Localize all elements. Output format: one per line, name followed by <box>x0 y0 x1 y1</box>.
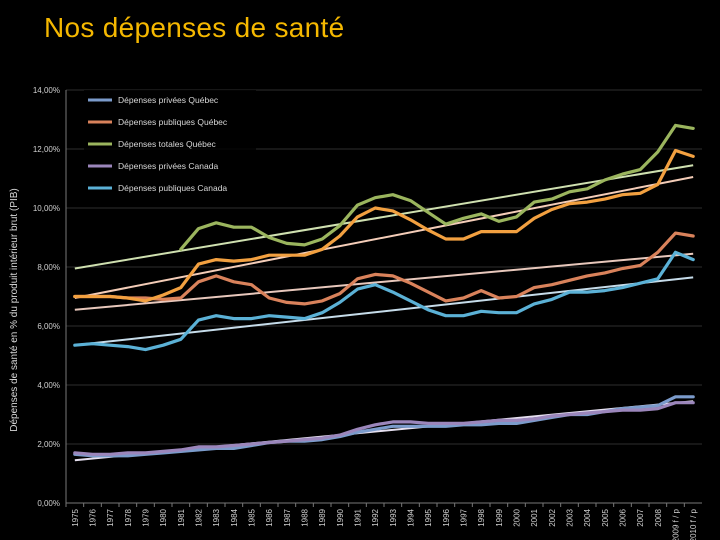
x-tick-label: 2009 f / p <box>672 508 681 540</box>
x-tick-label: 2004 <box>583 508 592 526</box>
x-tick-label: 1979 <box>142 508 151 526</box>
series-line-2 <box>179 123 695 251</box>
x-tick-label: 1982 <box>195 508 204 526</box>
series-line-4 <box>73 250 695 352</box>
y-tick-label: 2,00% <box>37 440 60 449</box>
legend: Dépenses privées Québec Dépenses publique… <box>84 90 256 202</box>
trendline-3 <box>74 276 694 347</box>
x-tick-label: 1981 <box>177 508 186 526</box>
x-tick-label: 1994 <box>407 508 416 526</box>
y-tick-label: 12,00% <box>33 145 60 154</box>
x-tick-label: 1993 <box>389 508 398 526</box>
series-line-1 <box>73 231 695 306</box>
x-tick-label: 1975 <box>71 508 80 526</box>
data-series <box>73 123 695 458</box>
x-tick-label: 1976 <box>89 508 98 526</box>
legend-label: Dépenses publiques Canada <box>118 183 227 193</box>
x-tick-label: 2007 <box>636 508 645 526</box>
x-tick-label: 1995 <box>424 508 433 526</box>
x-tick-label: 2003 <box>566 508 575 526</box>
y-axis-title: Dépenses de santé en % du produit intéri… <box>9 188 20 431</box>
legend-label: Dépenses publiques Québec <box>118 117 228 127</box>
y-tick-label: 0,00% <box>37 499 60 508</box>
x-tick-label: 1998 <box>477 508 486 526</box>
series-line-3 <box>73 401 695 456</box>
x-tick-label: 1980 <box>159 508 168 526</box>
x-tick-label: 2008 <box>654 508 663 526</box>
slide-title: Nos dépenses de santé <box>44 12 345 43</box>
trendline-2 <box>74 252 694 311</box>
y-tick-label: 8,00% <box>37 263 60 272</box>
trendlines <box>74 164 694 462</box>
y-tick-label: 14,00% <box>33 86 60 95</box>
x-tick-label: 1977 <box>106 508 115 526</box>
trendline-1 <box>74 176 694 299</box>
y-tick-label: 4,00% <box>37 381 60 390</box>
x-tick-label: 2002 <box>548 508 557 526</box>
x-tick-label: 1990 <box>336 508 345 526</box>
x-tick-label: 1999 <box>495 508 504 526</box>
series-line-5 <box>73 148 695 303</box>
x-tick-label: 1987 <box>283 508 292 526</box>
x-tick-label: 1984 <box>230 508 239 526</box>
x-tick-label: 1989 <box>318 508 327 526</box>
trendline-0 <box>74 164 694 270</box>
x-tick-label: 1992 <box>371 508 380 526</box>
legend-box <box>84 90 256 202</box>
y-axis: 0,00% 2,00% 4,00% 6,00% 8,00% 10,00% 12,00% 14,… <box>33 86 67 508</box>
x-tick-label: 2006 <box>619 508 628 526</box>
x-tick-label: 2010 f / p <box>689 508 698 540</box>
y-tick-label: 10,00% <box>33 204 60 213</box>
x-tick-label: 2001 <box>530 508 539 526</box>
x-tick-label: 1997 <box>460 508 469 526</box>
y-tick-label: 6,00% <box>37 322 60 331</box>
x-tick-label: 1996 <box>442 508 451 526</box>
x-axis: 1975 1976 1977 1978 1979 1980 1981 1982 1983 1984… <box>65 502 702 540</box>
x-tick-label: 1986 <box>265 508 274 526</box>
x-tick-label: 1988 <box>301 508 310 526</box>
x-tick-label: 1985 <box>248 508 257 526</box>
x-tick-label: 1978 <box>124 508 133 526</box>
legend-label: Dépenses privées Québec <box>118 95 219 105</box>
x-tick-label: 2005 <box>601 508 610 526</box>
x-tick-label: 1991 <box>354 508 363 526</box>
x-tick-label: 2000 <box>513 508 522 526</box>
legend-label: Dépenses totales Québec <box>118 139 217 149</box>
legend-label: Dépenses privées Canada <box>118 161 218 171</box>
x-tick-label: 1983 <box>212 508 221 526</box>
